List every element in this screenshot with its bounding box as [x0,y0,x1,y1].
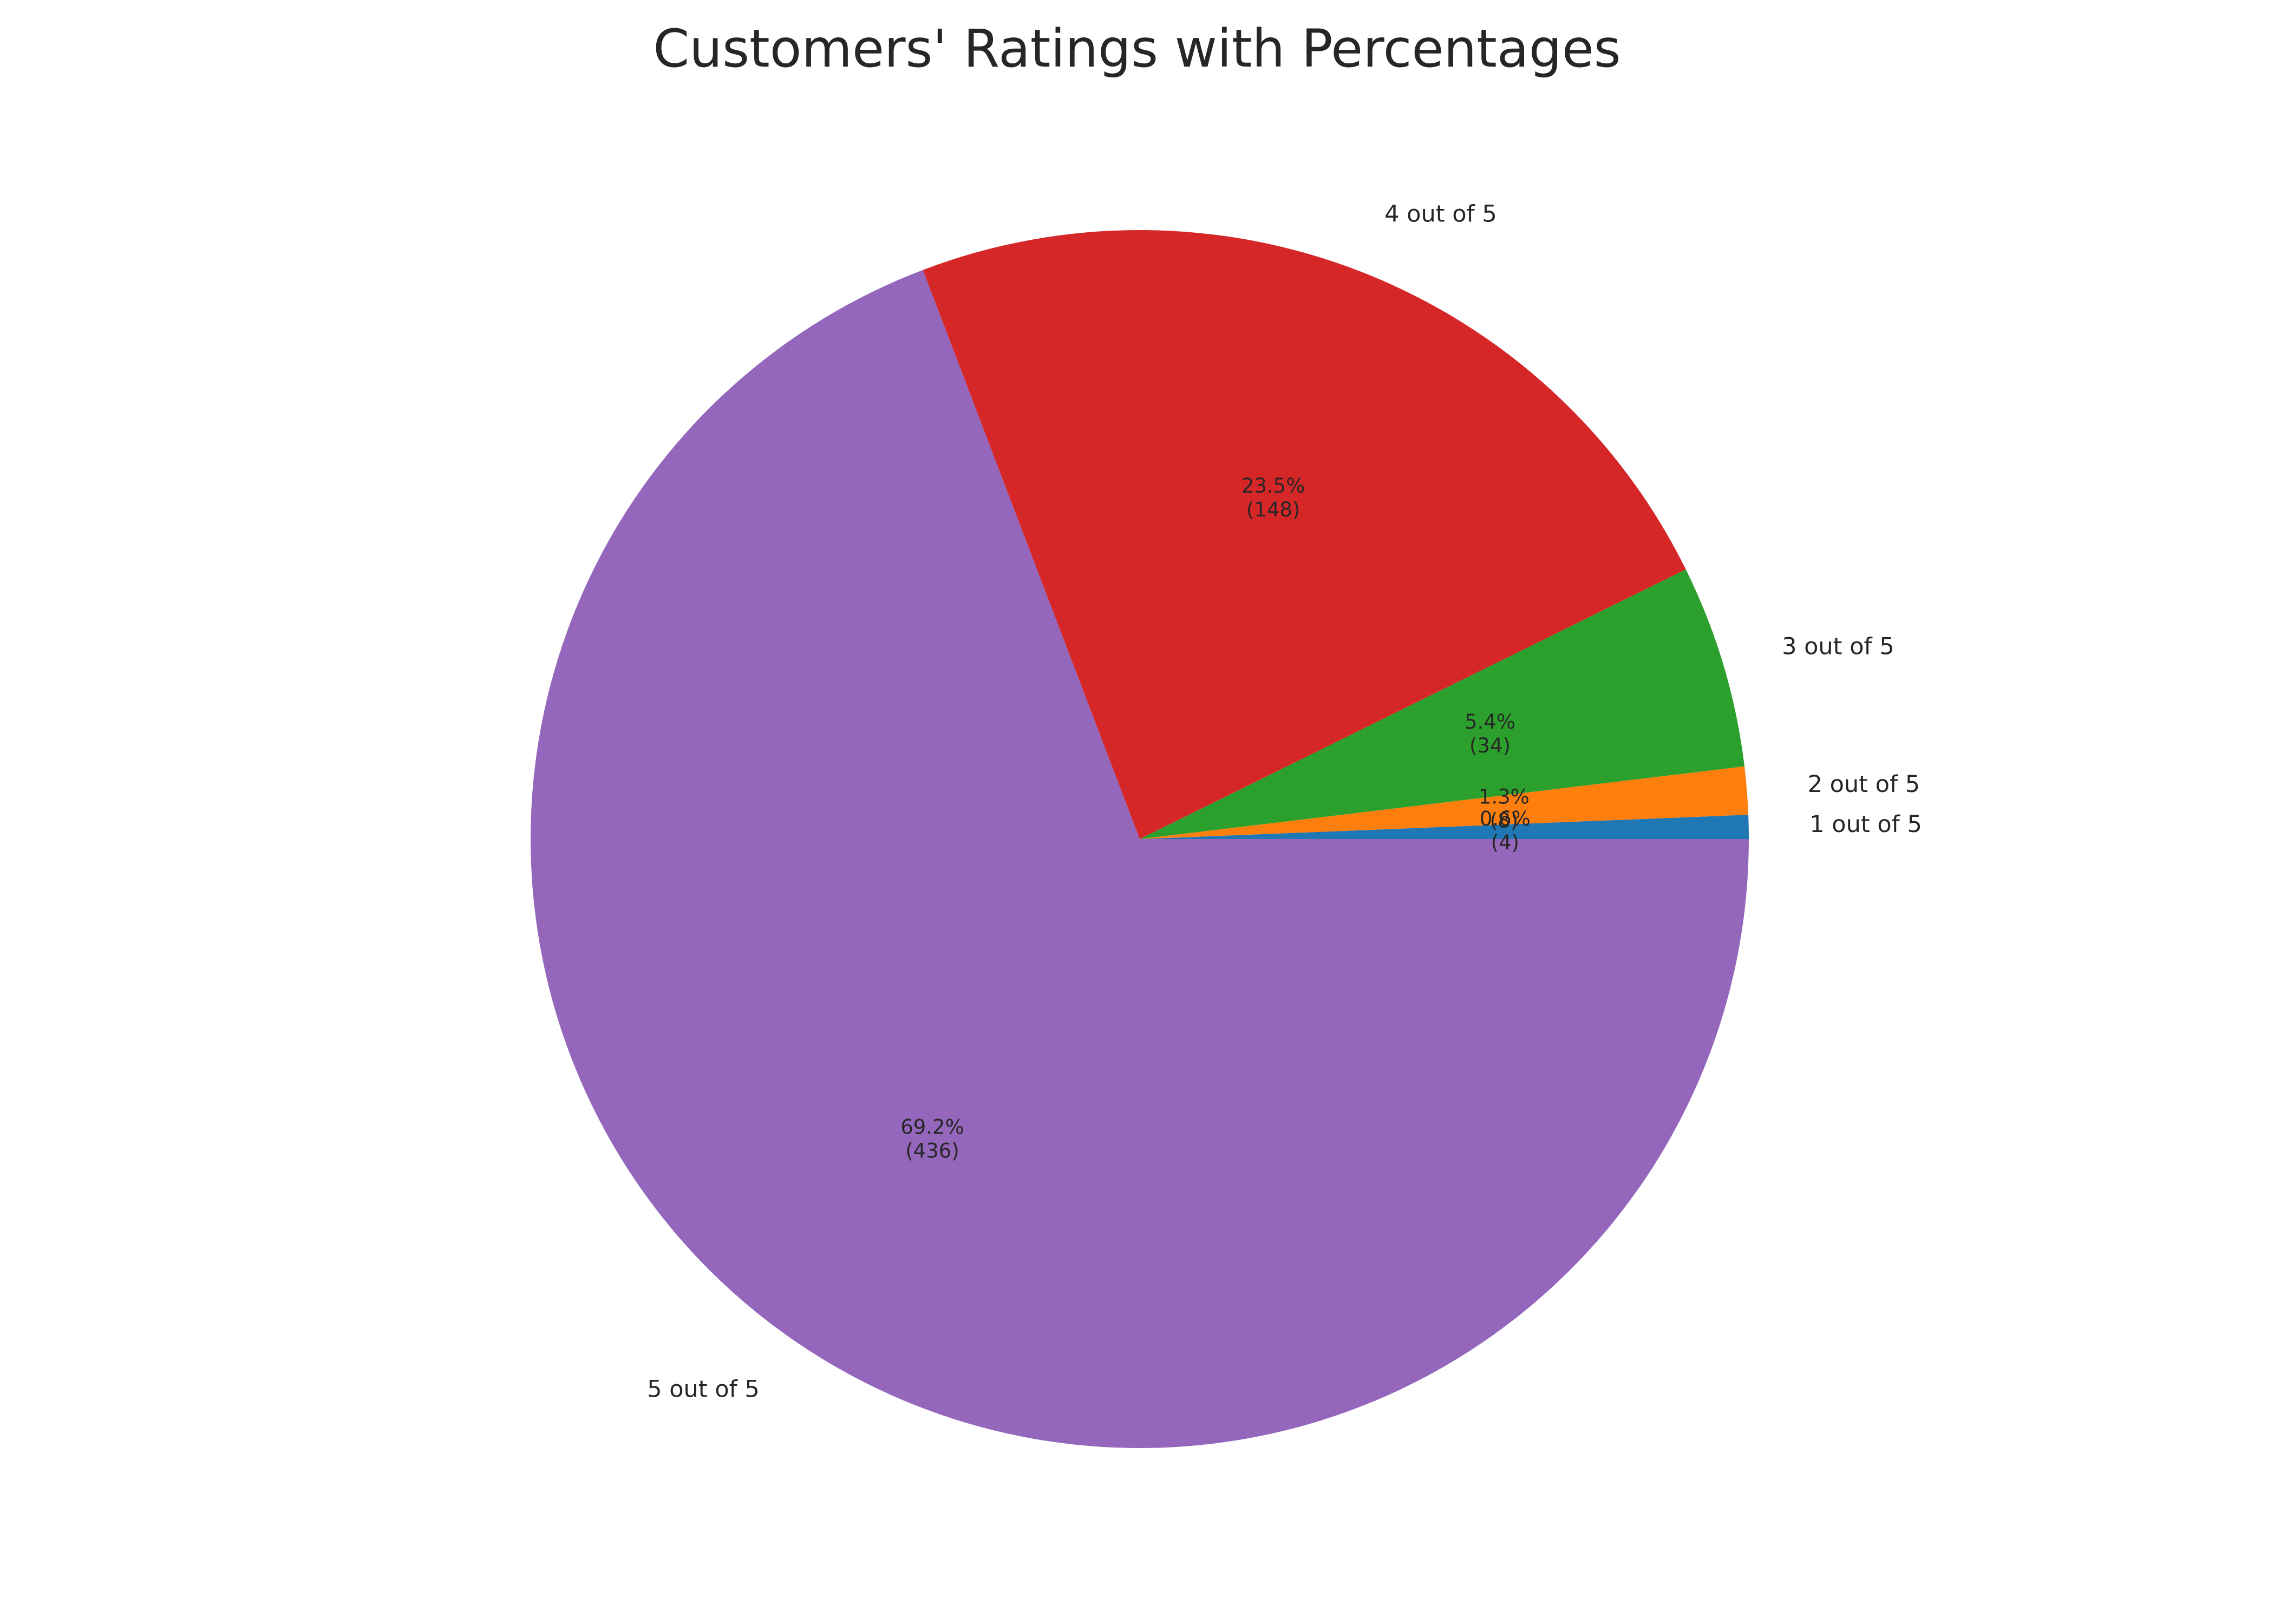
percent-label-5-out-of-5: 69.2% [900,1115,964,1138]
pie-labels: 1 out of 5 0.6%(4) 2 out of 5 1.3%(8) 3 out … [647,201,1922,1403]
count-label-1-out-of-5: (4) [1491,831,1519,854]
pie-slice-1-out-of-5 [1140,815,1749,839]
category-label-4-out-of-5: 4 out of 5 [1384,201,1497,228]
count-label-3-out-of-5: (34) [1469,734,1511,757]
category-label-5-out-of-5: 5 out of 5 [647,1376,760,1403]
count-label-4-out-of-5: (148) [1246,498,1301,521]
percent-label-2-out-of-5: 1.3% [1479,785,1530,809]
count-label-5-out-of-5: (436) [905,1139,959,1162]
category-label-1-out-of-5: 1 out of 5 [1809,811,1922,838]
percent-label-1-out-of-5: 0.6% [1480,807,1531,830]
pie-slice-3-out-of-5 [1140,569,1744,839]
pie-slice-2-out-of-5 [1140,766,1749,839]
pie-slices [531,230,1749,1449]
count-label-2-out-of-5: (8) [1490,809,1518,833]
percent-label-4-out-of-5: 23.5% [1241,474,1305,497]
pie-slice-5-out-of-5 [531,270,1749,1449]
percent-label-3-out-of-5: 5.4% [1465,710,1515,734]
category-label-3-out-of-5: 3 out of 5 [1782,633,1894,660]
pie-slice-4-out-of-5 [923,230,1686,839]
category-label-2-out-of-5: 2 out of 5 [1808,771,1920,798]
chart-title: Customers' Ratings with Percentages [653,18,1621,79]
